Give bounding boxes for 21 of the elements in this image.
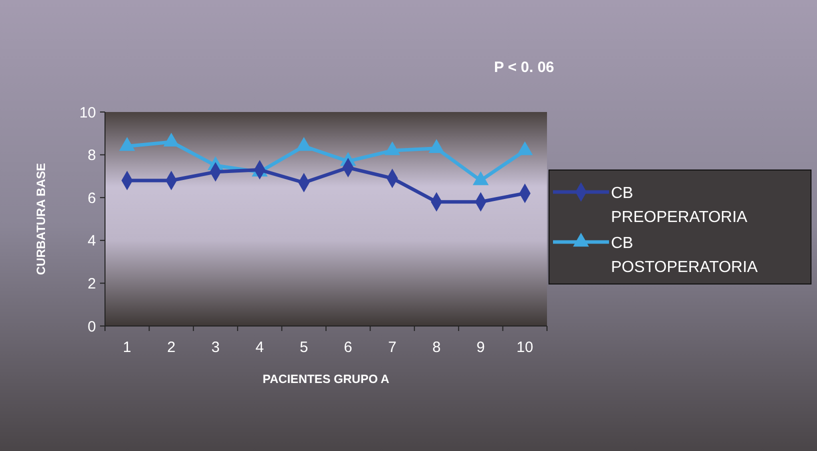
y-tick-label: 8 bbox=[88, 147, 96, 164]
y-tick-label: 0 bbox=[88, 318, 96, 336]
x-tick-label: 9 bbox=[476, 339, 485, 356]
y-tick-label: 2 bbox=[88, 275, 96, 292]
legend-label: CB PREOPERATORIA bbox=[611, 185, 748, 226]
x-tick-label: 5 bbox=[300, 339, 308, 356]
x-tick-label: 6 bbox=[344, 339, 352, 356]
x-tick-label: 3 bbox=[211, 339, 220, 356]
chart-title: P < 0. 06 bbox=[494, 59, 554, 76]
x-tick-label: 4 bbox=[256, 339, 264, 356]
y-tick-label: 6 bbox=[88, 190, 96, 207]
legend-label: CB POSTOPERATORIA bbox=[611, 235, 758, 276]
x-tick-label: 8 bbox=[432, 339, 441, 356]
x-tick-label: 10 bbox=[516, 339, 534, 356]
y-axis-title: CURBATURA BASE bbox=[34, 163, 48, 275]
x-tick-label: 2 bbox=[167, 339, 176, 356]
y-tick-label: 4 bbox=[88, 232, 96, 250]
x-tick-label: 1 bbox=[122, 339, 132, 356]
x-axis-title: PACIENTES GRUPO A bbox=[262, 372, 390, 386]
y-tick-label: 10 bbox=[79, 104, 96, 122]
x-tick-label: 7 bbox=[388, 339, 396, 356]
